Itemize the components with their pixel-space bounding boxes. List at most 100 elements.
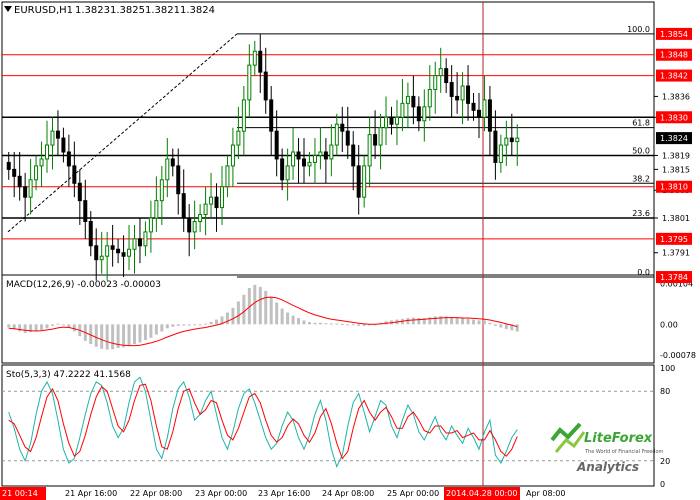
macd-histogram-bar <box>450 317 454 325</box>
macd-histogram-bar <box>12 324 16 330</box>
macd-tick-label: 0.00104 <box>660 279 693 288</box>
candle-body <box>280 158 285 181</box>
candle-body <box>411 95 416 108</box>
macd-histogram-bar <box>45 324 49 329</box>
candle-body <box>192 220 197 233</box>
candle-body <box>154 200 159 219</box>
macd-histogram-bar <box>105 324 109 350</box>
macd-histogram-bar <box>461 318 465 325</box>
candle-body <box>209 196 214 205</box>
macd-histogram-bar <box>286 312 290 325</box>
candle-body <box>225 165 230 188</box>
time-label: 23 Apr 00:00 <box>195 489 247 498</box>
macd-histogram-bar <box>258 286 262 325</box>
macd-histogram-bar <box>61 324 65 326</box>
macd-histogram-bar <box>127 324 131 347</box>
price-label-text: 1.3784 <box>660 273 688 282</box>
macd-histogram-bar <box>335 323 339 325</box>
time-label: 22 Apr 08:00 <box>130 489 182 498</box>
candle-body <box>318 151 323 156</box>
candle-body <box>323 151 328 160</box>
header-symbol: EURUSD,H1 <box>14 5 73 16</box>
candle-body <box>509 137 514 143</box>
candle-body <box>121 252 126 257</box>
macd-histogram-bar <box>29 324 33 333</box>
candle-body <box>99 255 104 261</box>
candle-body <box>203 203 208 216</box>
price-tick-label: 1.3836 <box>662 92 690 101</box>
macd-histogram-bar <box>318 322 322 325</box>
candle-body <box>345 130 350 146</box>
price-tick-label: 1.3819 <box>662 151 690 160</box>
candle-body <box>34 165 39 181</box>
candle-body <box>214 196 219 209</box>
macd-histogram-bar <box>302 320 306 325</box>
candle-body <box>66 151 71 167</box>
trend-line <box>7 33 238 233</box>
price-label-box <box>656 27 692 40</box>
candle-body <box>132 238 137 250</box>
macd-histogram-bar <box>455 318 459 325</box>
macd-histogram-bar <box>493 324 497 326</box>
candle-body <box>137 238 142 247</box>
macd-histogram-bar <box>291 315 295 325</box>
candles-layer <box>6 33 520 281</box>
candle-body <box>329 144 334 160</box>
candle-body <box>12 168 17 177</box>
candle-body <box>449 82 454 97</box>
macd-histogram-bar <box>466 318 470 325</box>
candle-body <box>77 182 82 202</box>
macd-histogram-bar <box>488 322 492 325</box>
macd-tick-label: 0.00 <box>660 320 678 329</box>
macd-histogram-bar <box>215 319 219 325</box>
macd-histogram-bar <box>428 317 432 325</box>
header-low: 1.3821 <box>145 5 180 16</box>
candle-body <box>219 186 224 209</box>
axis-layer: 1.38361.38301.38191.38151.38091.38011.37… <box>654 27 692 284</box>
candle-body <box>476 109 481 118</box>
fib-label: 50.0 <box>632 146 650 155</box>
candle-body <box>438 68 443 77</box>
macd-histogram-bar <box>149 324 153 338</box>
macd-histogram-bar <box>160 324 164 332</box>
candle-body <box>55 130 60 139</box>
candle-body <box>198 214 203 222</box>
candle-body <box>72 165 77 184</box>
macd-histogram-bar <box>247 288 251 325</box>
candle-body <box>148 217 153 233</box>
macd-histogram-bar <box>373 324 377 326</box>
time-label: Apr 08:00 <box>526 489 565 498</box>
candle-body <box>515 137 520 143</box>
time-label: 24 Apr 08:00 <box>322 489 374 498</box>
macd-histogram-bar <box>422 318 426 325</box>
macd-histogram-bar <box>329 323 333 325</box>
fib-label: 23.6 <box>632 209 650 218</box>
candle-body <box>39 158 44 167</box>
candle-body <box>482 99 487 118</box>
candle-body <box>88 220 93 247</box>
macd-histogram-bar <box>133 324 136 345</box>
levels-layer: 100.0 61.8 50.0 38.2 23.6 0.0 <box>2 2 654 486</box>
price-panel <box>1 1 655 287</box>
macd-histogram-bar <box>154 324 158 335</box>
logo-sub: Analytics <box>576 460 639 474</box>
logo-brand: LiteForex <box>584 431 653 446</box>
candle-body <box>334 123 339 146</box>
stochastic-tick-label: 100 <box>660 364 675 373</box>
header-high: 1.3825 <box>110 5 145 16</box>
macd-histogram-bar <box>231 307 235 325</box>
candle-body <box>351 144 356 167</box>
candle-body <box>367 134 372 167</box>
macd-histogram-bar <box>165 324 169 329</box>
candle-body <box>405 95 410 104</box>
price-label-box <box>656 132 692 145</box>
price-label-box <box>656 232 692 245</box>
price-label-text: 1.3824 <box>660 134 688 143</box>
time-marker-box <box>444 487 520 500</box>
time-label: 25 Apr 00:00 <box>387 489 439 498</box>
macd-histogram-bar <box>187 324 191 326</box>
time-start-label: 21 00:14 <box>2 489 38 498</box>
price-label-box <box>656 69 692 82</box>
candle-body <box>83 200 88 222</box>
candle-body <box>373 134 378 146</box>
